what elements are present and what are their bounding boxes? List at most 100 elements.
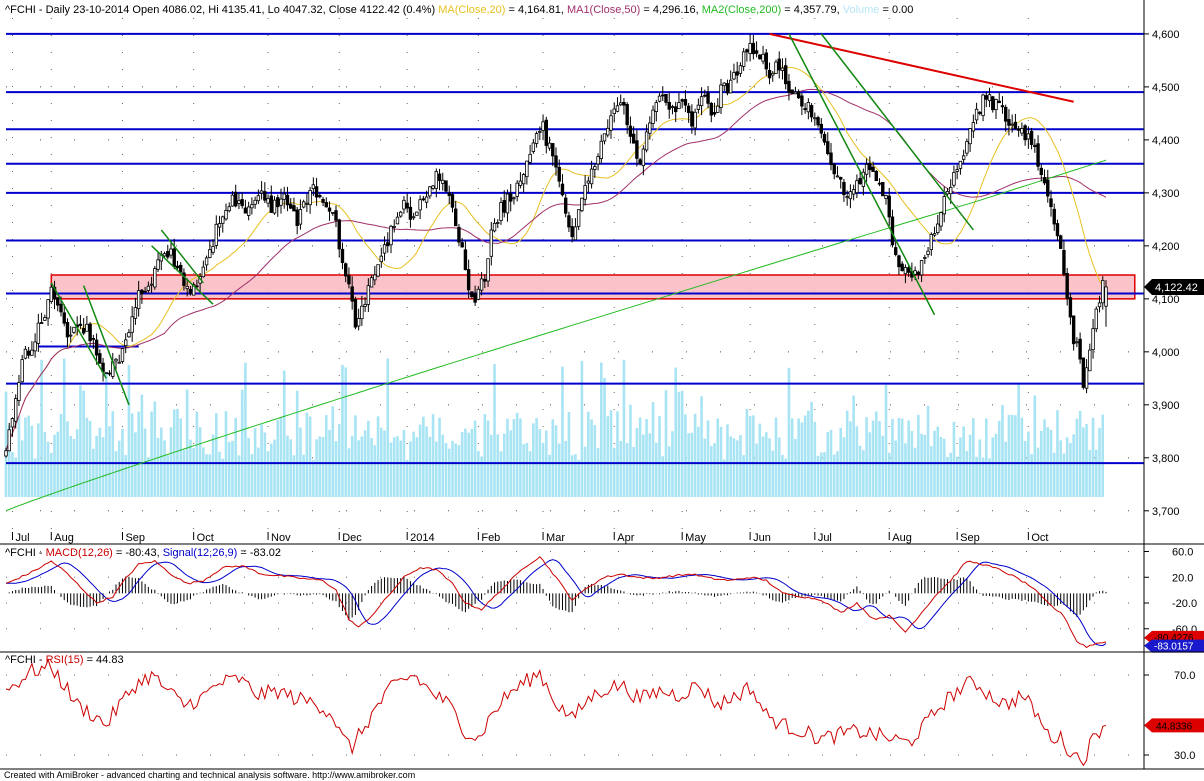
macd-series-value: = -80.43, — [113, 547, 163, 559]
volume-bar — [664, 390, 668, 497]
volume-bar — [667, 446, 671, 497]
candle-body — [521, 174, 526, 185]
candle-body — [230, 194, 235, 207]
candle-body — [114, 358, 118, 362]
volume-bar — [716, 418, 720, 497]
volume-bar — [477, 450, 480, 497]
month-label: May — [685, 532, 706, 544]
volume-bar — [1027, 431, 1030, 497]
candle-body — [476, 288, 481, 300]
candle-body — [729, 79, 733, 94]
candle-body — [822, 133, 827, 143]
candle-body — [518, 180, 523, 186]
volume-bar — [936, 426, 940, 497]
volume-bar — [493, 364, 496, 497]
price-title-segment-8: = 0.00 — [879, 4, 913, 16]
candle-body — [994, 99, 998, 111]
rsi-value-marker — [1144, 718, 1204, 733]
volume-bar — [1069, 442, 1072, 497]
candle-body — [745, 49, 749, 53]
candle-body — [59, 303, 63, 313]
volume-bar — [428, 436, 432, 497]
candle-body — [43, 317, 47, 321]
volume-bar — [609, 410, 613, 497]
volume-bar — [1056, 410, 1059, 497]
candle-body — [916, 271, 921, 276]
volume-bar — [451, 440, 454, 497]
candle-body — [98, 353, 102, 364]
volume-bar — [127, 365, 131, 497]
candle-body — [162, 253, 167, 257]
candle-body — [347, 275, 351, 285]
candle-body — [182, 272, 186, 286]
volume-bar — [952, 421, 956, 497]
volume-bar — [797, 418, 800, 497]
candle-body — [761, 53, 765, 62]
candle-body — [965, 141, 969, 154]
candle-body — [486, 258, 490, 282]
volume-bar — [904, 443, 907, 497]
volume-bar — [790, 418, 794, 497]
volume-bar — [321, 437, 325, 497]
volume-bar — [994, 433, 998, 497]
candle-body — [609, 115, 613, 131]
candle-body — [949, 186, 953, 195]
volume-bar — [519, 418, 522, 497]
macd-tick-label: -20.0 — [1172, 598, 1197, 610]
candle-body — [512, 197, 516, 200]
date-x-axis: Jul Aug Sep Oct Nov Dec 2014 Feb Mar Apr May Jun Jul… — [11, 532, 1048, 544]
candle-body — [693, 111, 697, 129]
volume-bar — [392, 437, 396, 497]
candle-body — [78, 323, 83, 326]
candle-body — [787, 80, 791, 93]
candle-body — [298, 209, 303, 225]
volume-bar — [923, 434, 927, 497]
volume-bar — [108, 426, 111, 497]
volume-bar — [1085, 423, 1088, 497]
candle-body — [373, 274, 377, 281]
candle-body — [619, 102, 623, 106]
volume-bar — [1052, 452, 1056, 497]
candle-body — [667, 101, 671, 110]
volume-bar — [266, 451, 270, 497]
volume-bar — [764, 432, 768, 497]
ma200-line — [5, 159, 1107, 512]
month-label: Dec — [342, 532, 362, 544]
candle-body — [221, 216, 225, 224]
candle-body — [72, 326, 76, 333]
candle-body — [447, 192, 451, 196]
price-tick-label: 3,900 — [1152, 400, 1180, 412]
candle-body — [1062, 249, 1066, 275]
candle-body — [175, 265, 180, 269]
volume-bar — [774, 417, 778, 497]
volume-bar — [101, 437, 105, 497]
candle-body — [790, 89, 794, 95]
month-label: Sep — [125, 532, 145, 544]
candle-body — [1004, 106, 1008, 122]
rsi-series-line — [5, 658, 1107, 767]
month-label: Mar — [546, 532, 565, 544]
volume-bar — [619, 440, 623, 497]
volume-bar — [541, 442, 545, 497]
candle-body — [1094, 308, 1098, 330]
volume-bar — [292, 455, 296, 497]
candle-body — [405, 202, 409, 209]
candle-body — [780, 67, 785, 71]
volume-bar — [454, 443, 458, 497]
volume-bar — [1020, 417, 1024, 497]
volume-bar — [926, 405, 930, 497]
volume-bar — [302, 454, 305, 497]
volume-bar — [638, 417, 642, 497]
candle-body — [408, 206, 413, 220]
candle-body — [20, 359, 24, 383]
volume-bar — [389, 442, 393, 497]
candle-body — [30, 349, 34, 356]
volume-bar — [697, 426, 700, 497]
volume-bar — [208, 454, 212, 497]
volume-bar — [250, 454, 254, 497]
candle-body — [919, 260, 924, 276]
volume-bar — [308, 416, 312, 497]
candle-body — [628, 125, 633, 137]
month-label: Feb — [481, 532, 500, 544]
volume-bar — [645, 419, 648, 497]
